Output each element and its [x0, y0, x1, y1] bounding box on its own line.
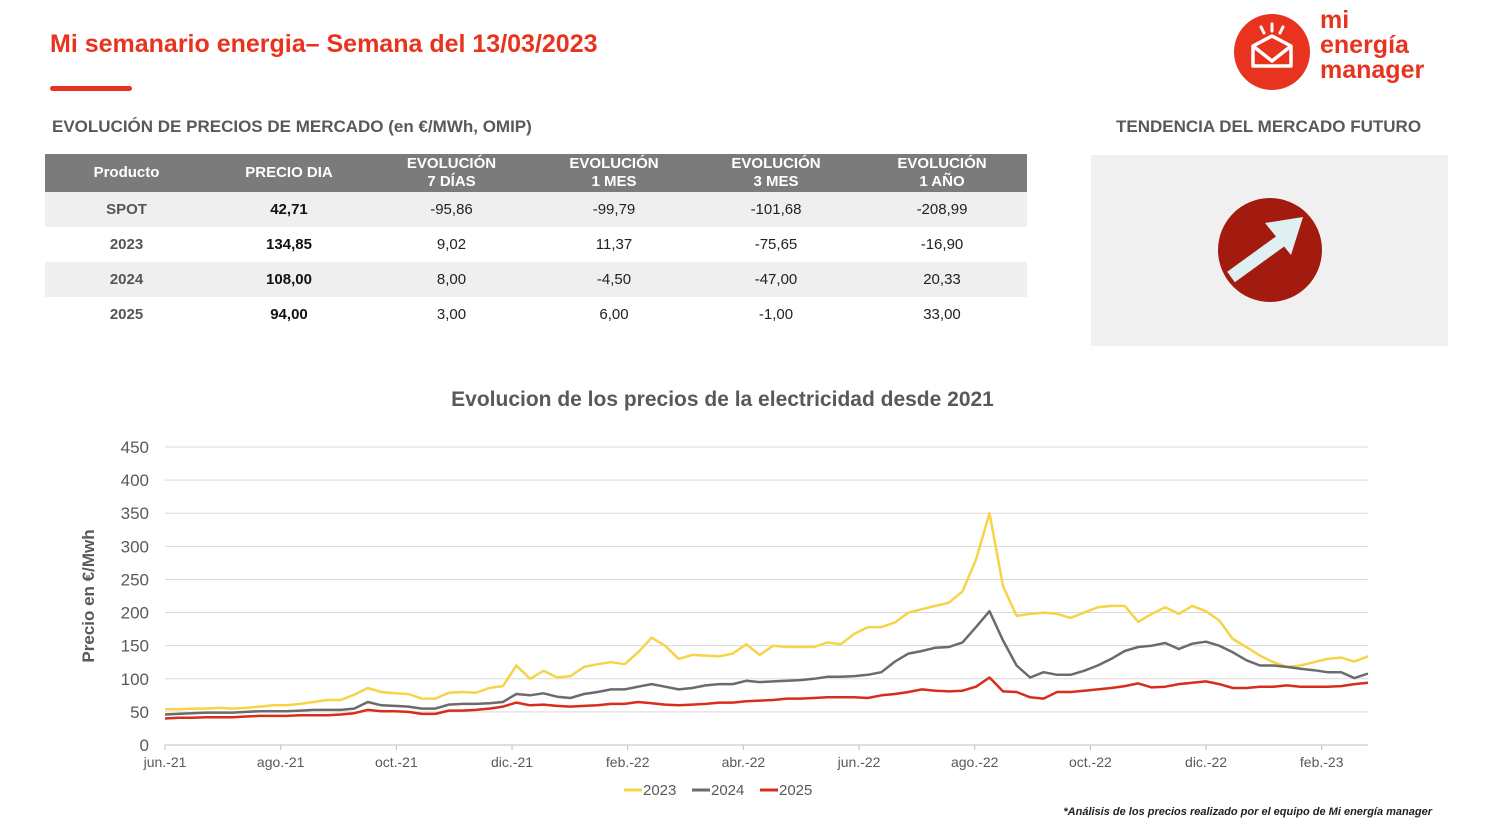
logo-mark: [1234, 14, 1310, 90]
change-3-months-cell: -75,65: [754, 236, 798, 253]
x-tick-label: feb.-22: [606, 754, 650, 770]
change-3-months-cell: -47,00: [695, 262, 857, 297]
price-line-chart: 0 50 100 150 200 250 300 350 400 450 jun.-21 ago.-2…: [79, 438, 1369, 799]
table-row: 2024 108,00 8,00 -4,50 -47,00 20,33: [45, 262, 1027, 297]
change-1-month-cell: -4,50: [533, 262, 695, 297]
y-tick-label: 150: [121, 637, 149, 656]
column-header-day-price: PRECIO DIA: [208, 154, 370, 192]
product-cell: SPOT: [45, 192, 208, 227]
y-tick-label: 250: [121, 570, 149, 589]
table-row: 2025 94,00 3,00 6,00 -1,00 33,00: [45, 297, 1027, 332]
x-tick-label: abr.-22: [722, 754, 766, 770]
y-tick-label: 450: [121, 438, 149, 457]
logo-envelope-icon: [1251, 22, 1293, 68]
legend-label: 2024: [711, 782, 744, 799]
change-1-year-cell: 20,33: [857, 262, 1027, 297]
y-tick-label: 0: [140, 736, 149, 755]
series-line-2023: [165, 511, 1369, 711]
change-7-days-cell: 3,00: [436, 306, 467, 323]
y-tick-label: 100: [121, 670, 149, 689]
x-tick-label: dic.-22: [1185, 754, 1227, 770]
change-7-days-cell: 9,02: [436, 236, 467, 253]
day-price-cell: 42,71: [208, 192, 370, 227]
x-tick-label: oct.-21: [375, 754, 418, 770]
table-header-row: Producto PRECIO DIA EVOLUCIÓN 7 DÍAS EVO…: [45, 154, 1027, 192]
report-title: Mi semanario energia– Semana del 13/03/2…: [50, 30, 598, 58]
column-header-1-year: EVOLUCIÓN 1 AÑO: [857, 154, 1027, 192]
x-tick-label: feb.-23: [1300, 754, 1344, 770]
y-axis-label: Precio en €/Mwh: [79, 529, 98, 662]
day-price-cell: 108,00: [208, 262, 370, 297]
column-header-product: Producto: [45, 154, 208, 192]
legend-label: 2023: [643, 782, 676, 799]
x-tick-label: oct.-22: [1069, 754, 1112, 770]
product-cell: 2025: [109, 306, 144, 323]
change-7-days-cell: -95,86: [370, 192, 533, 227]
change-1-month-cell: 11,37: [595, 236, 633, 253]
title-underline: [50, 86, 132, 91]
x-tick-label: ago.-22: [951, 754, 999, 770]
logo-line-3: manager: [1320, 56, 1425, 84]
chart-title: Evolucion de los precios de la electrici…: [451, 388, 994, 411]
change-1-year-cell: -208,99: [857, 192, 1027, 227]
table-row: 2023 134,85 9,02 11,37 -75,65 -16,90: [45, 227, 1027, 262]
trend-section-title: TENDENCIA DEL MERCADO FUTURO: [1116, 117, 1422, 136]
trend-panel: [1091, 155, 1448, 346]
column-header-3-months: EVOLUCIÓN 3 MES: [695, 154, 857, 192]
x-tick-label: dic.-21: [491, 754, 533, 770]
product-cell: 2024: [45, 262, 208, 297]
change-7-days-cell: 8,00: [370, 262, 533, 297]
table-row: SPOT 42,71 -95,86 -99,79 -101,68 -208,99: [45, 192, 1027, 227]
x-tick-label: ago.-21: [257, 754, 305, 770]
change-1-month-cell: -99,79: [533, 192, 695, 227]
change-3-months-cell: -101,68: [695, 192, 857, 227]
change-3-months-cell: -1,00: [758, 306, 794, 323]
change-1-year-cell: 33,00: [923, 306, 961, 323]
y-tick-label: 200: [121, 604, 149, 623]
series-line-2025: [164, 676, 1369, 720]
column-header-1-month: EVOLUCIÓN 1 MES: [533, 154, 695, 192]
y-tick-label: 50: [130, 703, 149, 722]
series-line-2024: [164, 609, 1369, 716]
footnote: *Análisis de los precios realizado por e…: [1063, 806, 1432, 818]
y-tick-label: 350: [121, 504, 149, 523]
logo-line-1: mi: [1320, 6, 1350, 34]
logo-wordmark: mi energía manager: [1320, 8, 1424, 83]
arrow-up-right-icon: [1218, 198, 1322, 302]
logo-line-2: energía: [1320, 31, 1409, 59]
brand-logo: mi energía manager: [1234, 8, 1474, 90]
y-tick-label: 300: [121, 537, 149, 556]
column-header-7-days: EVOLUCIÓN 7 DÍAS: [370, 154, 533, 192]
legend-label: 2025: [779, 782, 812, 799]
x-tick-label: jun.-22: [837, 754, 881, 770]
day-price-cell: 94,00: [270, 306, 308, 323]
x-tick-label: jun.-21: [143, 754, 187, 770]
day-price-cell: 134,85: [266, 236, 312, 253]
change-1-month-cell: 6,00: [599, 306, 629, 323]
prices-section-title: EVOLUCIÓN DE PRECIOS DE MERCADO (en €/MW…: [52, 117, 532, 136]
y-tick-label: 400: [121, 471, 149, 490]
change-1-year-cell: -16,90: [920, 236, 964, 253]
prices-table: Producto PRECIO DIA EVOLUCIÓN 7 DÍAS EVO…: [45, 154, 1027, 332]
product-cell: 2023: [109, 236, 144, 253]
